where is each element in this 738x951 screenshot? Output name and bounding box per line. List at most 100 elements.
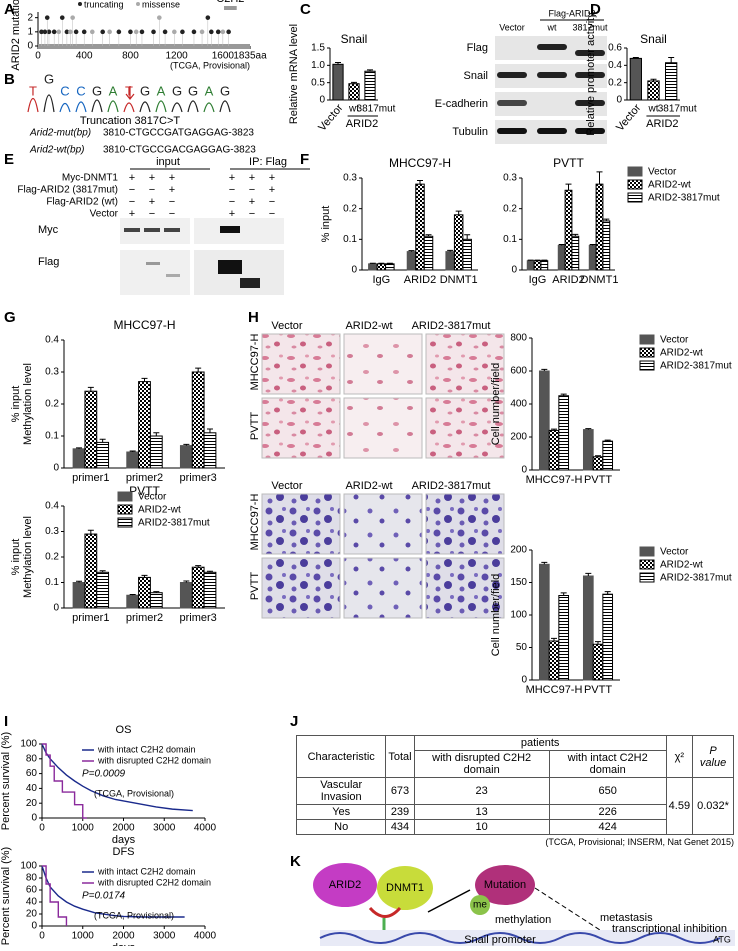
survival-curve — [42, 743, 87, 819]
micrograph — [343, 333, 423, 395]
x-tick-label: 3817mut — [357, 104, 396, 115]
panel-label: B — [4, 71, 15, 88]
x-axis-label: days — [112, 942, 136, 946]
x-tick-label: PVTT — [584, 684, 612, 696]
column-label: IP: Flag — [249, 156, 287, 168]
y-tick-label: 0.5 — [311, 77, 325, 88]
x-tick-label: MHCC97-H — [526, 684, 583, 696]
micrograph — [261, 493, 341, 555]
k-atg: ATG — [713, 934, 731, 944]
image-row-label: PVTT — [249, 572, 261, 600]
k-me: me — [473, 900, 487, 911]
cell: 4.59 — [665, 777, 694, 835]
bar — [423, 235, 434, 271]
y-axis-label: Percent survival (%) — [0, 847, 12, 945]
error-bar — [378, 262, 385, 264]
band — [497, 128, 527, 134]
mutation-point — [59, 15, 65, 20]
y-tick-label: 0 — [319, 95, 325, 106]
image-column-label: ARID2-3817mut — [412, 320, 491, 332]
domain — [224, 6, 237, 10]
bar — [462, 238, 472, 271]
error-bar — [408, 250, 415, 252]
bar — [592, 456, 604, 471]
bar — [376, 263, 387, 271]
error-bar — [595, 455, 601, 457]
lane-label: wt — [547, 22, 557, 32]
sign: + — [269, 172, 275, 184]
x-tick-label: primer1 — [72, 612, 109, 624]
sign: + — [169, 172, 175, 184]
sign: − — [269, 208, 275, 220]
x-tick-label: 400 — [76, 51, 93, 62]
chart: 0 50 100 150 200 Cell number/field MHCC97-H PVT… — [490, 545, 732, 696]
sign: + — [129, 172, 135, 184]
band — [144, 228, 160, 232]
legend-swatch — [639, 546, 655, 557]
error-bar — [603, 218, 610, 221]
error-bar — [183, 580, 190, 583]
sign: + — [249, 196, 255, 208]
error-bar — [558, 244, 565, 246]
mutation-blob — [475, 865, 535, 905]
error-bar — [527, 259, 534, 261]
band — [537, 128, 567, 134]
legend-label: ARID2-3817mut — [138, 518, 210, 529]
micrograph — [261, 333, 341, 395]
legend-swatch — [639, 559, 655, 570]
sign: − — [229, 196, 235, 208]
chromatogram-letter: A — [109, 83, 118, 98]
x-tick-label: Vector — [614, 102, 643, 134]
legend-label: Vector — [660, 547, 689, 558]
x-tick-label: wt — [648, 104, 659, 115]
x-tick-label: 1200 — [166, 51, 189, 62]
mutation-point — [215, 29, 221, 35]
y-tick-label: 60 — [26, 885, 38, 896]
x-tick-label: Vector — [316, 102, 345, 134]
y-tick-label: 0.2 — [343, 203, 357, 214]
micrograph — [261, 557, 341, 619]
bar — [540, 260, 549, 271]
band — [124, 228, 140, 232]
legend-label: ARID2-wt — [660, 348, 703, 359]
y-tick-label: 0.3 — [45, 526, 59, 537]
group-label: ARID2 — [646, 118, 678, 130]
truncation-label: Truncation 3817C>T — [80, 115, 180, 127]
error-bar — [596, 171, 603, 185]
image-row-label: MHCC97-H — [249, 334, 261, 391]
micrograph — [425, 333, 505, 395]
x-tick-label: ARID2 — [404, 274, 436, 286]
bar — [415, 183, 425, 271]
x-tick-label: 2000 — [112, 931, 135, 942]
legend-label: with disrupted C2H2 domain — [97, 877, 211, 887]
legend-swatch — [117, 491, 133, 502]
legend-label: with disrupted C2H2 domain — [97, 755, 211, 765]
mutation-point — [70, 15, 75, 20]
chart: MHCC97-H 0 0.1 0.2 0.3 0.4 Methylation level% … — [10, 318, 225, 484]
y-tick-label: 0.2 — [503, 203, 517, 214]
error-bar — [153, 591, 160, 593]
y-tick-label: 600 — [510, 366, 527, 377]
bar — [592, 643, 604, 681]
mutation-point — [139, 29, 145, 35]
y-axis-label: % input — [10, 539, 22, 576]
mutation-point — [100, 29, 105, 35]
error-bar — [425, 234, 432, 237]
bar — [126, 451, 140, 469]
bar — [84, 390, 98, 469]
bar — [203, 432, 217, 469]
k-promoter: Snail promoter — [464, 934, 536, 946]
note: (TCGA, Provisional) — [94, 910, 174, 920]
chart: 0 200 400 600 800 Cell number/field MHCC97-H PV… — [490, 333, 732, 486]
mutation-point — [208, 29, 214, 35]
band — [164, 228, 180, 232]
dna-strand — [319, 932, 721, 944]
lane-label: 3817mut — [572, 22, 608, 32]
x-tick-label: primer2 — [126, 472, 163, 484]
y-tick-label: 0 — [53, 463, 59, 474]
x-axis-label: days — [112, 834, 136, 846]
x-tick-label: 3000 — [153, 823, 176, 834]
p-value: P=0.0174 — [82, 891, 126, 902]
band — [497, 100, 527, 106]
